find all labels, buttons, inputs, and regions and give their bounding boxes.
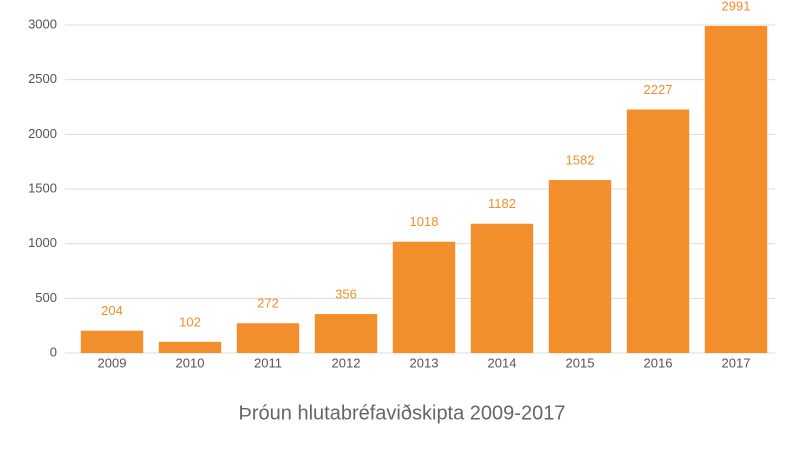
x-tick-label: 2015 [566,355,595,370]
bar [626,109,690,353]
x-tick-label: 2009 [98,355,127,370]
value-label: 356 [335,287,357,302]
y-tick-label: 3000 [28,16,57,31]
y-tick-label: 1000 [28,235,57,250]
bar [158,341,222,353]
value-label: 272 [257,296,279,311]
value-label: 1018 [410,214,439,229]
value-label: 204 [101,303,123,318]
x-tick-label: 2012 [332,355,361,370]
value-label: 2227 [644,82,673,97]
x-tick-label: 2014 [488,355,517,370]
x-tick-label: 2011 [254,355,282,370]
bar [548,180,612,353]
value-label: 2991 [722,0,751,13]
y-tick-label: 2500 [28,71,57,86]
bar [314,314,378,353]
x-tick-label: 2013 [410,355,439,370]
bar [80,330,144,353]
x-tick-label: 2010 [176,355,205,370]
y-tick-label: 500 [35,290,57,305]
value-label: 1582 [566,152,595,167]
x-tick-label: 2016 [644,355,673,370]
chart-title: Þróun hlutabréfaviðskipta 2009-2017 [239,402,566,424]
bar [704,25,768,353]
x-tick-label: 2017 [722,355,751,370]
bar [392,241,456,353]
value-label: 1182 [488,196,516,211]
bar [470,223,534,353]
bar [236,323,300,353]
y-tick-label: 0 [50,344,57,359]
y-tick-label: 2000 [28,126,57,141]
y-tick-label: 1500 [28,180,57,195]
value-label: 102 [179,314,201,329]
